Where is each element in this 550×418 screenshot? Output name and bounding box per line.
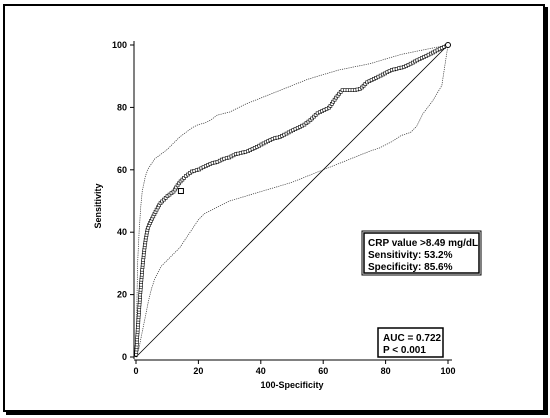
y-axis-label: Sensitivity <box>93 183 103 228</box>
auc-box-outer <box>377 327 444 358</box>
roc-markers <box>134 42 451 357</box>
y-tick-label: 20 <box>117 290 127 300</box>
x-axis-label: 100-Specificity <box>260 380 323 390</box>
roc-point-marker <box>359 85 364 90</box>
ticks: 0 20 40 60 80 100 0 20 40 60 80 100 <box>112 40 456 376</box>
y-tick-label: 40 <box>117 227 127 237</box>
threshold-line-2: Sensitivity: 53.2% <box>368 250 453 261</box>
y-tick-label: 80 <box>117 102 127 112</box>
x-tick-label: 40 <box>256 366 266 376</box>
x-tick-label: 60 <box>318 366 328 376</box>
threshold-box-outer <box>361 230 482 276</box>
axes <box>133 41 452 361</box>
optimal-point-marker <box>177 188 184 195</box>
reference-diagonal <box>135 44 449 358</box>
x-tick-label: 0 <box>133 366 138 376</box>
curves <box>134 43 449 358</box>
figure-frame: 0 20 40 60 80 100 0 20 40 60 80 100 100-Specificity… <box>3 4 545 412</box>
roc-endpoint <box>445 42 451 48</box>
threshold-box: CRP value >8.49 mg/dL Sensitivity: 53.2%… <box>361 230 482 276</box>
threshold-line-1: CRP value >8.49 mg/dL <box>368 238 478 249</box>
y-tick-label: 60 <box>117 165 127 175</box>
threshold-box-inner <box>363 232 480 274</box>
x-tick-label: 80 <box>381 366 391 376</box>
x-tick-label: 20 <box>193 366 203 376</box>
y-tick-label: 0 <box>122 352 127 362</box>
auc-box: AUC = 0.722 P < 0.001 <box>377 327 444 358</box>
upper-confidence-curve <box>135 44 449 358</box>
roc-chart: 0 20 40 60 80 100 0 20 40 60 80 100 100-Specificity… <box>93 40 482 390</box>
x-tick-label: 100 <box>440 366 455 376</box>
y-tick-label: 100 <box>112 40 127 50</box>
auc-line-1: AUC = 0.722 <box>383 333 442 344</box>
threshold-line-3: Specificity: 85.6% <box>368 262 453 273</box>
roc-point-marker <box>162 197 166 202</box>
auc-line-2: P < 0.001 <box>383 345 426 356</box>
